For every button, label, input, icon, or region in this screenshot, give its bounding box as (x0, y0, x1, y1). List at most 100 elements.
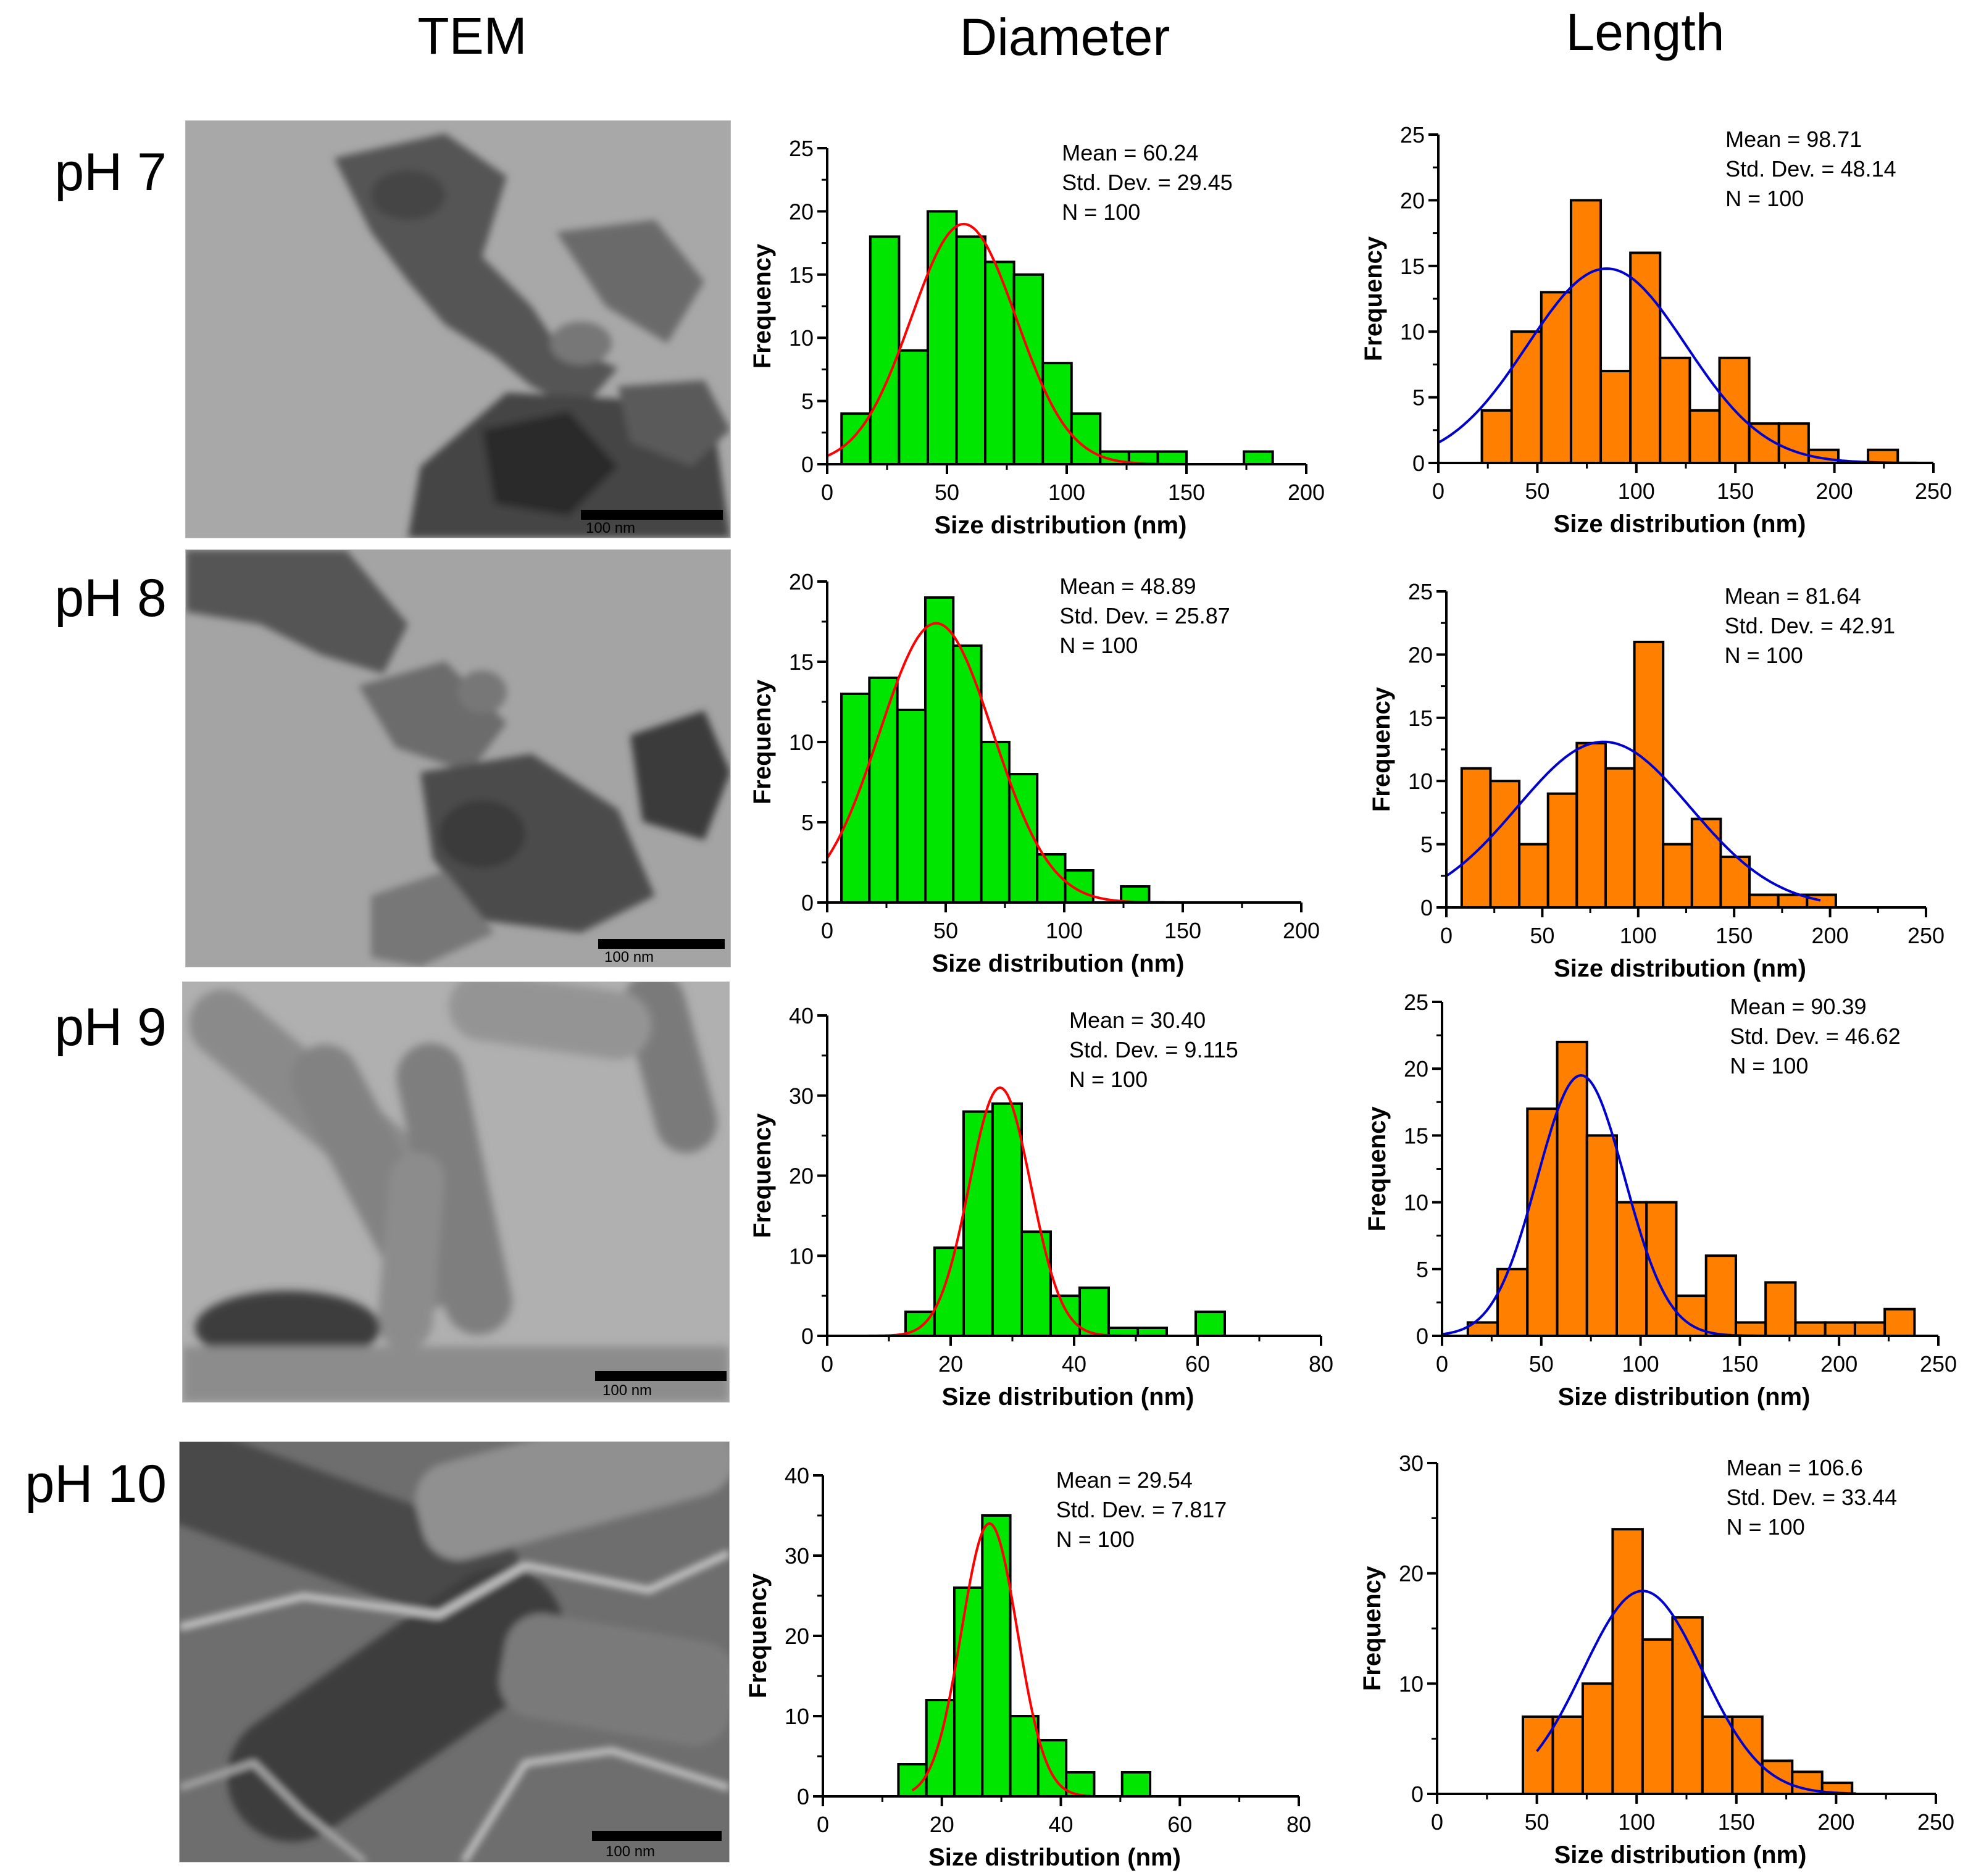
x-tick-label: 0 (1432, 478, 1444, 504)
y-axis-label: Frequency (1364, 1106, 1391, 1232)
histogram-bar (1009, 1715, 1040, 1798)
histogram-bar (1194, 1311, 1226, 1337)
row-label-ph10: pH 10 (25, 1454, 167, 1514)
y-tick-label: 15 (789, 262, 814, 288)
scale-bar-label: 100 nm (602, 1382, 652, 1399)
histogram-bar (1581, 1682, 1614, 1795)
x-tick-label: 100 (1618, 478, 1655, 504)
y-tick-label: 15 (1400, 254, 1425, 279)
histogram-bar (1690, 817, 1722, 909)
histogram-bar (933, 1246, 965, 1338)
x-tick-label: 200 (1283, 918, 1320, 943)
x-tick-label: 40 (1048, 1812, 1073, 1837)
x-tick-label: 200 (1817, 1809, 1854, 1835)
x-tick-label: 200 (1820, 1351, 1857, 1377)
x-tick-label: 250 (1920, 1351, 1957, 1377)
histogram-bar (1704, 1254, 1737, 1338)
y-tick-label: 0 (801, 452, 814, 477)
stats-annotation: N = 100 (1725, 186, 1804, 211)
stats-annotation: N = 100 (1062, 199, 1140, 225)
histogram-chart-4: 0 50 100 150 200 250 0 5 10 15 20 25 Size distributi… (1368, 579, 1945, 982)
x-tick-label: 50 (1525, 1809, 1549, 1835)
stats-annotation: Mean = 29.54 (1056, 1467, 1193, 1493)
histogram-bar (953, 1586, 984, 1798)
histogram-bar (1599, 370, 1632, 464)
y-tick-label: 0 (1411, 1782, 1424, 1807)
y-tick-label: 10 (1400, 319, 1425, 344)
x-axis-label: Size distribution (nm) (935, 512, 1187, 539)
histogram-bar (925, 1699, 956, 1798)
x-tick-label: 250 (1917, 1809, 1954, 1835)
stats-annotation: Std. Dev. = 42.91 (1725, 613, 1896, 638)
row-label-ph9: pH 9 (54, 998, 167, 1057)
x-tick-label: 0 (1431, 1809, 1443, 1835)
x-tick-label: 200 (1812, 923, 1849, 948)
tem-image-ph7: 100 nm (185, 120, 731, 538)
y-tick-label: 0 (801, 890, 814, 915)
histogram-bar (1460, 767, 1492, 909)
column-title-length: Length (1565, 3, 1725, 61)
histogram-bar (1764, 1281, 1797, 1337)
x-tick-label: 0 (1436, 1351, 1448, 1377)
histogram-chart-5: 0 20 40 60 80 0 10 20 30 40 Size distribution (nm)… (749, 1003, 1333, 1411)
y-tick-label: 25 (1400, 122, 1425, 148)
x-tick-label: 80 (1309, 1351, 1333, 1377)
histogram-bar (1748, 893, 1780, 909)
y-tick-label: 10 (785, 1704, 809, 1729)
histogram-bar (1734, 1321, 1767, 1338)
stats-annotation: Mean = 106.6 (1727, 1455, 1863, 1480)
y-tick-label: 20 (789, 1164, 814, 1189)
histogram-bar (1883, 1307, 1916, 1337)
x-tick-label: 100 (1048, 480, 1085, 505)
y-tick-label: 15 (1408, 706, 1433, 731)
y-tick-label: 30 (789, 1083, 814, 1109)
x-axis-label: Size distribution (nm) (1554, 511, 1806, 538)
stats-annotation: Mean = 90.39 (1730, 994, 1866, 1019)
y-tick-label: 10 (1399, 1671, 1424, 1696)
histogram-bar (1867, 448, 1899, 464)
scale-bar (592, 1831, 722, 1841)
histogram-bar (1794, 1321, 1827, 1338)
stats-annotation: Std. Dev. = 9.115 (1069, 1037, 1238, 1062)
tem-image-ph10: 100 nm (179, 1441, 730, 1862)
normal-fit-curve (1438, 267, 1933, 464)
y-axis-label: Frequency (749, 1113, 776, 1238)
histogram-bar (1688, 409, 1721, 465)
scale-bar-label: 100 nm (604, 949, 654, 965)
x-tick-label: 100 (1618, 1809, 1655, 1835)
scale-bar (595, 1371, 727, 1381)
x-tick-label: 60 (1185, 1351, 1210, 1377)
histogram-bar (1633, 640, 1665, 909)
histogram-chart-7: 0 20 40 60 80 0 10 20 30 40 Size distribution (nm)… (744, 1463, 1311, 1871)
histogram-bar (1701, 1715, 1734, 1796)
stats-annotation: Mean = 48.89 (1059, 573, 1196, 599)
stats-annotation: Mean = 60.24 (1062, 140, 1198, 165)
y-tick-label: 10 (1404, 1190, 1428, 1215)
histogram-bar (1611, 1528, 1644, 1795)
x-tick-label: 100 (1620, 923, 1657, 948)
histogram-bar (1671, 1616, 1704, 1795)
histogram-bar (1659, 356, 1691, 465)
histogram-bar (962, 1110, 994, 1337)
y-tick-label: 25 (1408, 579, 1433, 604)
histogram-bar (1604, 767, 1636, 909)
y-tick-label: 20 (785, 1624, 809, 1649)
y-tick-label: 15 (789, 649, 814, 675)
histogram-bar (1064, 869, 1094, 904)
histogram-bar (1521, 1715, 1554, 1796)
histogram-bar (1824, 1321, 1856, 1338)
histogram-bar (1641, 1638, 1674, 1796)
y-axis-label: Frequency (749, 243, 776, 369)
scale-bar-label: 100 nm (586, 520, 636, 536)
histogram-bar (869, 235, 901, 465)
row-label-ph7: pH 7 (54, 143, 167, 202)
histogram-bar (981, 1514, 1012, 1798)
x-tick-label: 200 (1288, 480, 1325, 505)
y-axis-label: Frequency (749, 679, 776, 804)
histogram-bar (1556, 1040, 1588, 1338)
x-tick-label: 50 (1529, 1351, 1554, 1377)
histogram-bar (1662, 843, 1693, 909)
stats-annotation: N = 100 (1730, 1053, 1808, 1078)
